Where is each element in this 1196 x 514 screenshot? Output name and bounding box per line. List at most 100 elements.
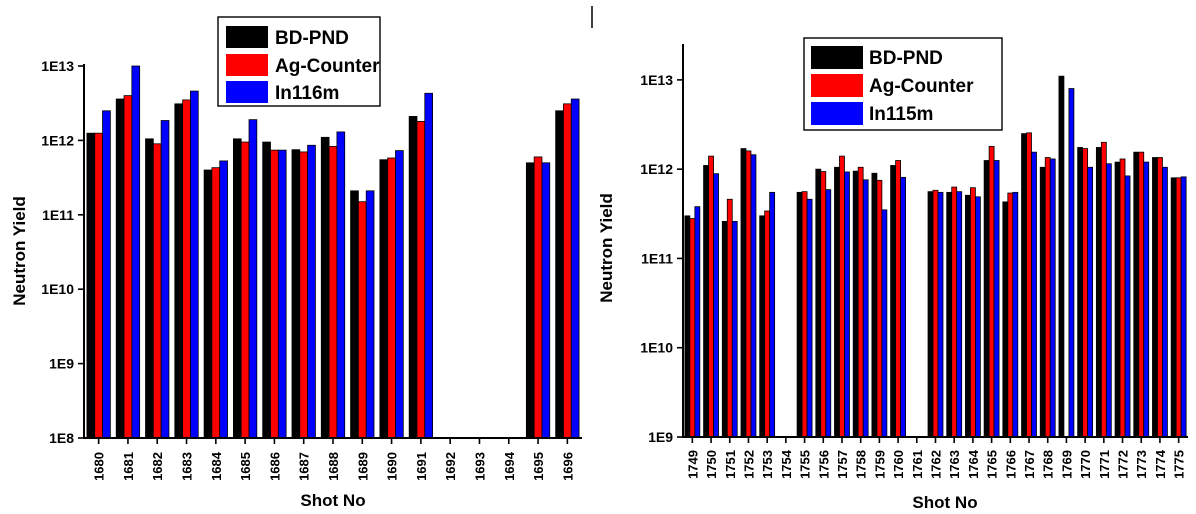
right-y-tick-label: 1E11 — [641, 250, 673, 266]
right-bar-ag-counter-1759 — [876, 179, 883, 438]
right-bar-in115m-1762 — [937, 191, 944, 438]
right-x-tick-label-1753: 1753 — [760, 450, 775, 479]
right-x-tick-label-1752: 1752 — [741, 450, 756, 479]
left-bar-ag-counter-1688 — [328, 146, 338, 439]
right-x-tick-label-1760: 1760 — [891, 450, 906, 479]
left-bar-in116m-1689 — [365, 190, 375, 439]
left-bar-ag-counter-1689 — [357, 201, 367, 439]
left-bar-ag-counter-1691 — [416, 121, 426, 439]
left-bar-in116m-1695 — [541, 162, 551, 439]
right-legend-label-ag-counter: Ag-Counter — [869, 76, 974, 97]
left-bar-ag-counter-1687 — [299, 151, 309, 439]
right-x-tick-label-1768: 1768 — [1041, 450, 1056, 479]
right-bar-ag-counter-1753 — [764, 210, 771, 438]
right-bar-bd-pnd-1762 — [927, 191, 934, 438]
right-legend-label-bd-pnd: BD-PND — [869, 48, 943, 69]
right-x-tick-label-1759: 1759 — [872, 450, 887, 479]
left-bar-ag-counter-1683 — [182, 99, 191, 439]
left-x-tick-label-1683: 1683 — [180, 452, 195, 481]
right-bar-bd-pnd-1763 — [946, 191, 953, 438]
right-x-tick-label-1769: 1769 — [1059, 450, 1074, 479]
right-bar-bd-pnd-1749 — [684, 215, 691, 438]
left-x-tick-label-1686: 1686 — [267, 452, 282, 481]
right-bar-ag-counter-1773 — [1138, 151, 1145, 438]
left-x-tick-label-1691: 1691 — [414, 452, 429, 481]
right-bar-ag-counter-1775 — [1175, 177, 1182, 438]
right-bar-ag-counter-1760 — [895, 160, 901, 438]
right-bar-bd-pnd-1775 — [1170, 177, 1177, 438]
right-bar-in115m-1769 — [1068, 88, 1075, 438]
left-bar-ag-counter-1681 — [123, 95, 133, 439]
right-bar-in115m-1751 — [731, 220, 738, 438]
right-x-tick-label-1761: 1761 — [910, 450, 925, 479]
right-bar-ag-counter-1757 — [839, 155, 845, 438]
left-x-ticks: 1680 1681 1682 1683 1684 1685 1686 1687 1688 1689… — [92, 438, 575, 481]
right-bar-in115m-1755 — [806, 198, 813, 438]
right-bar-in115m-1749 — [694, 206, 701, 438]
right-bar-bd-pnd-1769 — [1058, 75, 1065, 438]
right-bar-in115m-1768 — [1049, 158, 1056, 438]
right-bar-bd-pnd-1756 — [815, 168, 822, 438]
left-x-tick-label-1687: 1687 — [297, 452, 312, 481]
left-x-axis-label: Shot No — [300, 491, 365, 510]
left-bar-in116m-1687 — [307, 144, 316, 439]
right-bar-bd-pnd-1772 — [1114, 161, 1121, 438]
right-bar-in115m-1763 — [956, 191, 963, 438]
right-bar-bd-pnd-1764 — [965, 194, 971, 438]
right-x-tick-label-1765: 1765 — [985, 450, 1000, 479]
left-bar-bd-pnd-1684 — [203, 169, 213, 439]
left-y-tick-label: 1E12 — [41, 132, 74, 148]
left-bar-bd-pnd-1687 — [291, 149, 301, 439]
right-bar-ag-counter-1767 — [1026, 132, 1032, 438]
right-legend-swatch-bd-pnd — [811, 46, 863, 69]
left-bar-in116m-1681 — [131, 65, 141, 439]
left-x-tick-label-1682: 1682 — [150, 452, 165, 481]
right-bar-in115m-1758 — [862, 179, 869, 438]
right-bar-in115m-1770 — [1087, 166, 1094, 438]
right-bar-bd-pnd-1770 — [1077, 147, 1084, 438]
right-bar-ag-counter-1764 — [970, 187, 976, 438]
left-bar-ag-counter-1690 — [387, 157, 396, 439]
right-y-tick-label: 1E13 — [640, 72, 673, 88]
left-x-tick-label-1684: 1684 — [209, 451, 224, 481]
left-legend-label-bd-pnd: BD-PND — [275, 28, 349, 49]
right-bar-bd-pnd-1753 — [759, 215, 766, 438]
right-y-tick-label: 1E10 — [640, 340, 673, 356]
right-x-tick-label-1770: 1770 — [1078, 450, 1093, 479]
left-bar-in116m-1680 — [102, 110, 111, 439]
right-bar-bd-pnd-1757 — [834, 166, 840, 438]
right-bar-ag-counter-1756 — [820, 171, 827, 438]
left-bar-bd-pnd-1691 — [408, 116, 418, 439]
right-bar-bd-pnd-1751 — [721, 220, 728, 438]
right-bar-ag-counter-1752 — [745, 150, 752, 438]
left-bar-bd-pnd-1685 — [232, 138, 242, 439]
left-x-tick-label-1696: 1696 — [560, 452, 575, 481]
left-legend-label-ag-counter: Ag-Counter — [275, 56, 380, 77]
right-bar-bd-pnd-1774 — [1152, 157, 1158, 438]
left-x-tick-label-1693: 1693 — [472, 452, 487, 481]
right-bar-in115m-1771 — [1105, 163, 1112, 438]
right-bar-in115m-1767 — [1031, 151, 1037, 438]
right-bar-ag-counter-1774 — [1157, 157, 1163, 438]
left-legend: BD-PND Ag-Counter In116m — [217, 16, 381, 107]
left-x-tick-label-1681: 1681 — [121, 452, 136, 481]
left-y-tick-label: 1E11 — [42, 207, 74, 223]
right-bar-in115m-1773 — [1143, 161, 1150, 438]
right-bar-bd-pnd-1767 — [1021, 133, 1027, 438]
left-bar-in116m-1683 — [190, 90, 199, 439]
right-bar-in115m-1750 — [713, 173, 719, 438]
right-bar-in115m-1774 — [1162, 166, 1168, 438]
left-bar-ag-counter-1684 — [211, 167, 221, 439]
right-bar-ag-counter-1749 — [689, 218, 696, 438]
left-y-axis-label: Neutron Yield — [10, 196, 29, 306]
right-bar-bd-pnd-1755 — [796, 191, 803, 438]
right-x-tick-label-1749: 1749 — [685, 450, 700, 479]
left-bar-in116m-1691 — [424, 92, 434, 439]
right-legend-label-in115m: In115m — [869, 104, 933, 125]
right-bar-ag-counter-1772 — [1119, 158, 1126, 438]
right-bar-ag-counter-1755 — [801, 191, 808, 438]
right-x-tick-label-1772: 1772 — [1116, 450, 1131, 479]
right-bar-ag-counter-1758 — [857, 166, 864, 438]
right-bar-in115m-1766 — [1012, 191, 1019, 438]
left-bar-bd-pnd-1680 — [86, 132, 96, 439]
